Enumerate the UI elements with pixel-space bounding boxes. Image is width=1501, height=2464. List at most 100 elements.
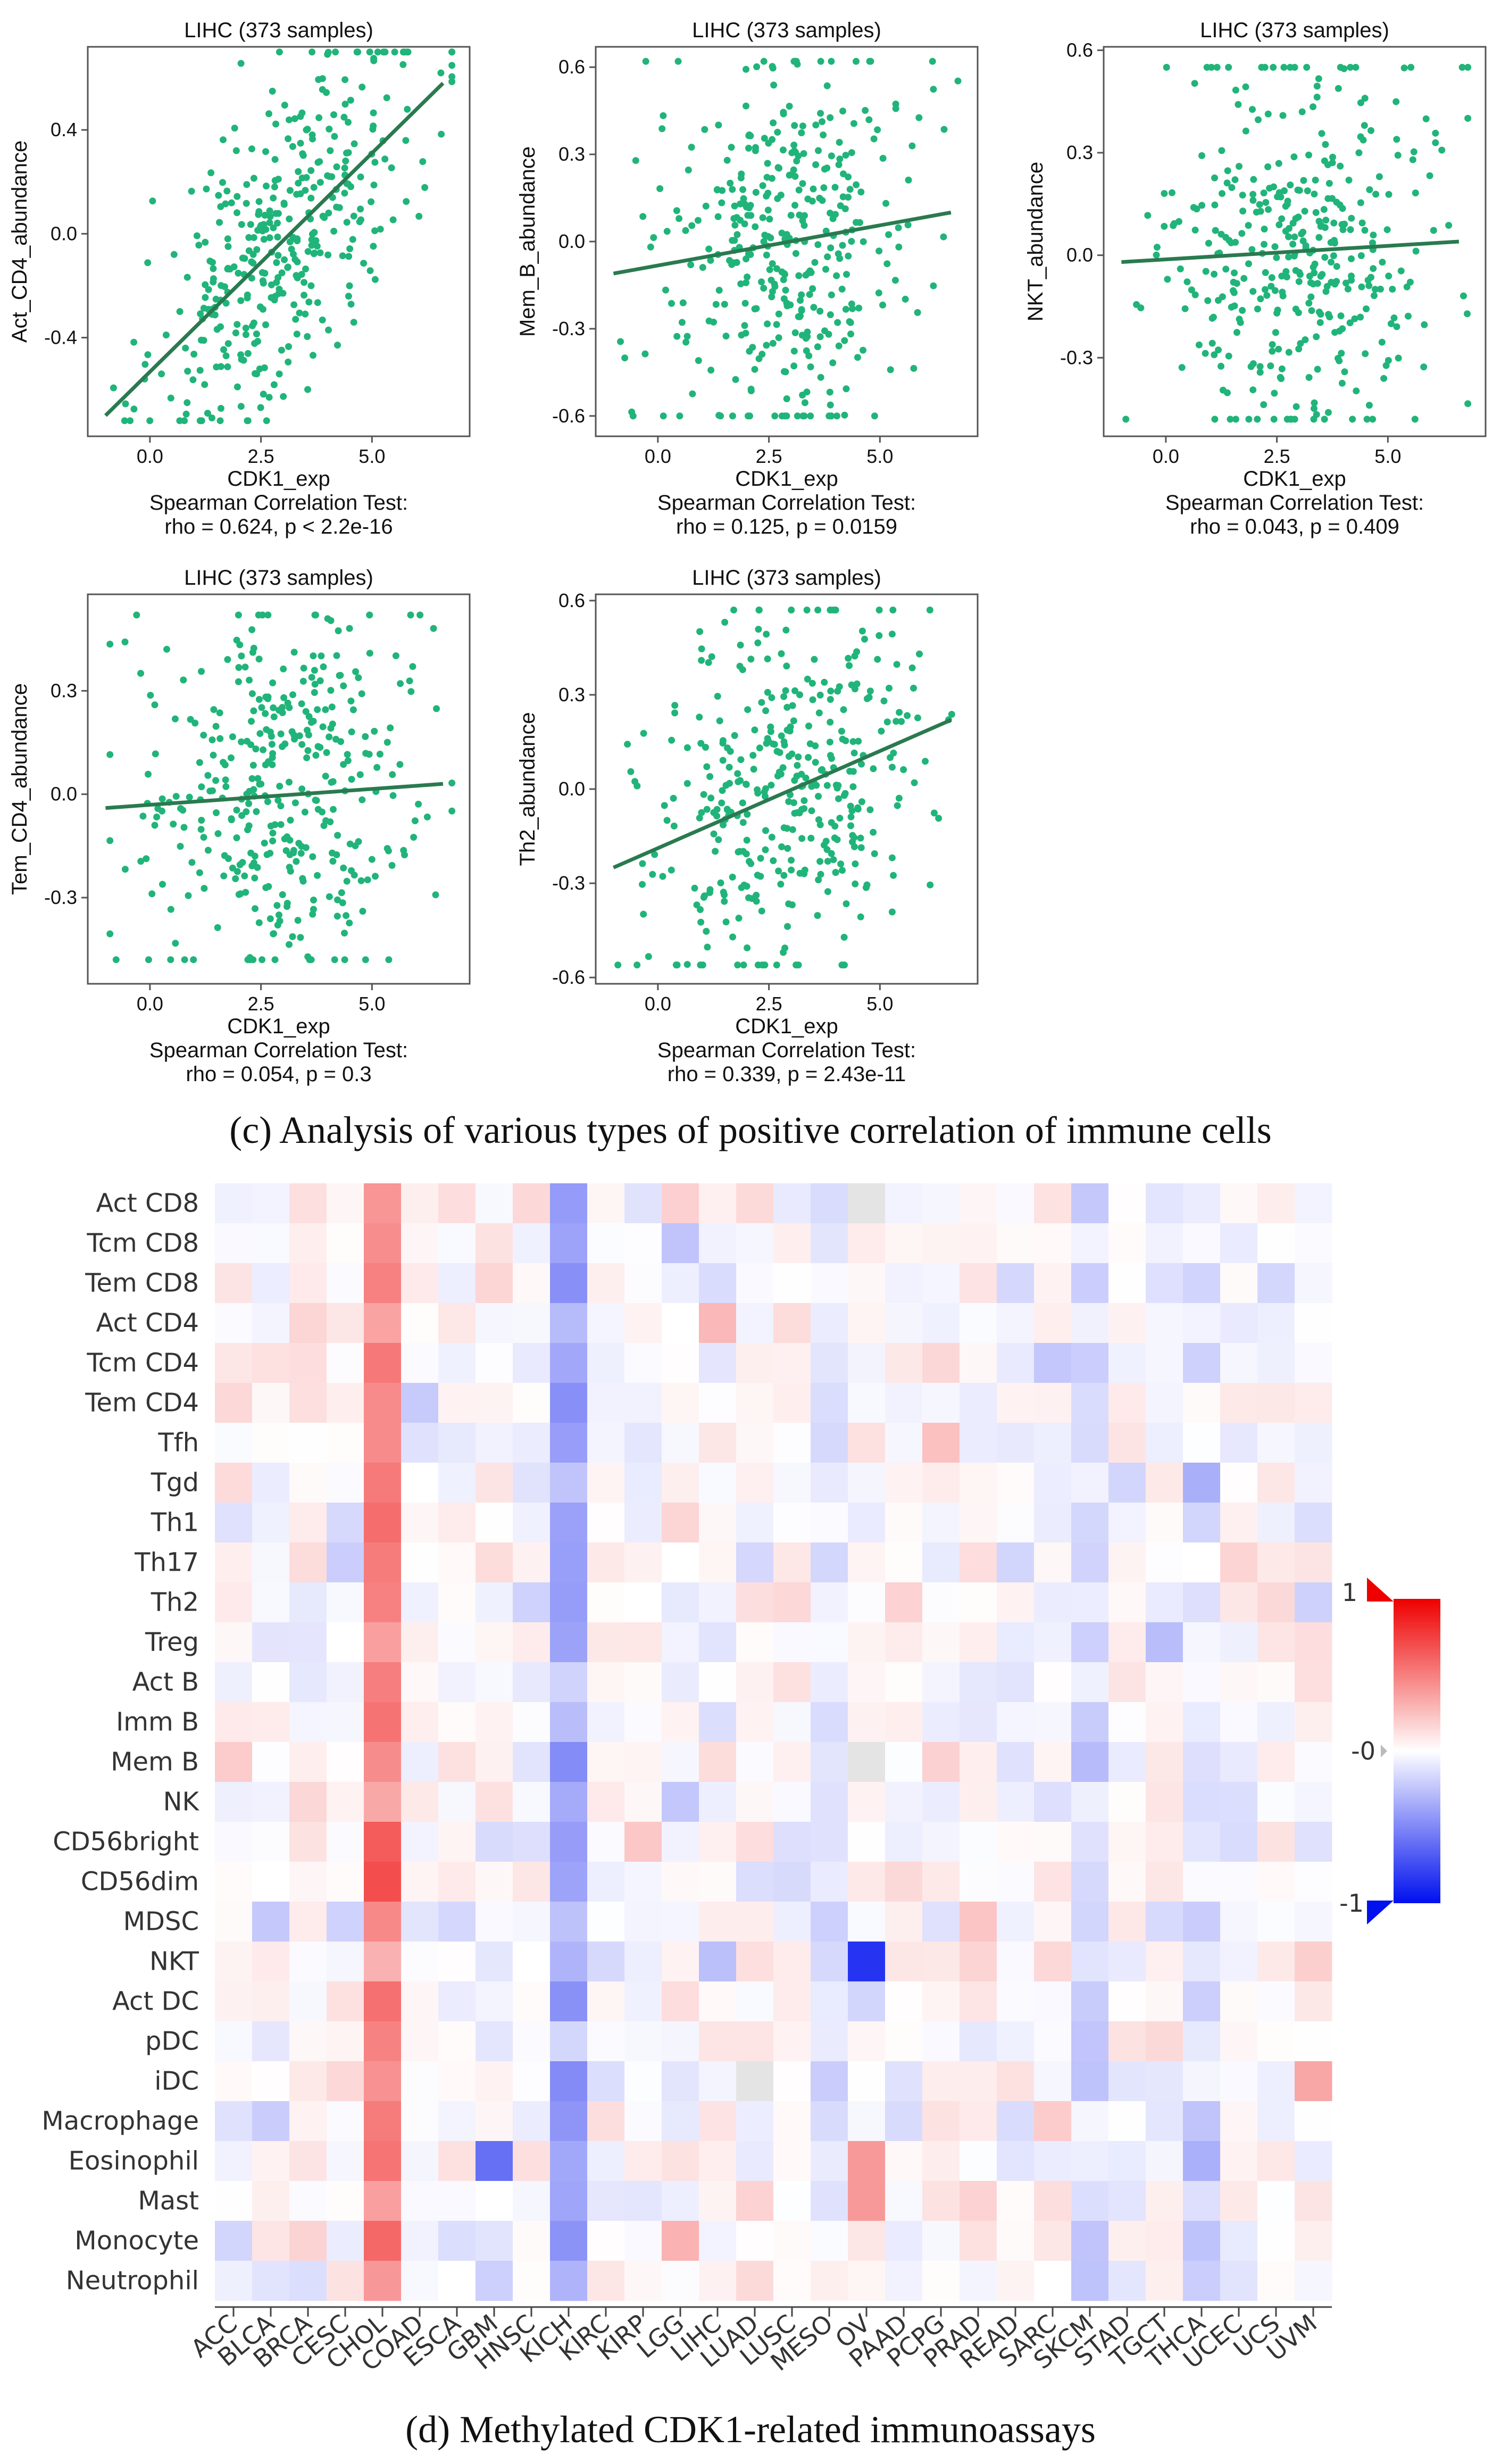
scatter-point [244, 956, 252, 964]
scatter-point [730, 215, 738, 222]
scatter-point [808, 679, 816, 687]
heatmap-cell [476, 1463, 513, 1503]
scatter-point [830, 856, 837, 864]
scatter-point [805, 754, 812, 761]
scatter-point [1345, 177, 1353, 184]
heatmap-cell [1257, 1942, 1295, 1982]
scatter-point [255, 656, 263, 663]
heatmap-cell [699, 1183, 737, 1224]
heatmap-cell [513, 1303, 551, 1343]
heatmap-row-label: Monocyte [74, 2226, 199, 2256]
heatmap-cell [476, 2261, 513, 2301]
scatter-point [817, 374, 824, 381]
scatter-point [1331, 280, 1339, 288]
scatter-point [703, 927, 710, 935]
scatter-point [190, 956, 197, 964]
scatter-point [1289, 240, 1297, 248]
scatter-point [1153, 251, 1160, 259]
heatmap-cell [587, 1782, 625, 1822]
regression-line [612, 718, 952, 869]
scatter-point [372, 873, 379, 880]
scatter-point [816, 858, 824, 865]
heatmap-row-label: NK [163, 1787, 200, 1817]
heatmap-cell [364, 1183, 402, 1224]
scatter-point [130, 338, 138, 346]
scatter-point [362, 956, 369, 964]
scatter-point [1247, 363, 1255, 370]
heatmap-cell [1108, 1503, 1146, 1543]
heatmap-cell [736, 1383, 774, 1423]
heatmap-cell [1071, 1822, 1109, 1862]
scatter-point [703, 763, 711, 770]
heatmap-cell [401, 2061, 439, 2102]
scatter-point [1371, 286, 1379, 293]
heatmap-cell [1034, 1582, 1072, 1623]
heatmap-cell [624, 1742, 662, 1782]
heatmap-cell [1257, 1542, 1295, 1583]
scatter-point [683, 780, 691, 787]
heatmap-cell [327, 2101, 364, 2142]
scatter-point [712, 301, 720, 308]
scatter-point [738, 170, 745, 178]
scatter-point [231, 125, 238, 132]
scatter-point [853, 57, 860, 65]
scatter-point [757, 873, 764, 880]
heatmap-cell [438, 1463, 476, 1503]
scatter-point [182, 344, 189, 352]
scatter-point [902, 295, 909, 303]
heatmap-cell [327, 1183, 364, 1224]
scatter-point [916, 650, 923, 658]
heatmap-cell [327, 1822, 364, 1862]
scatter-point [791, 202, 798, 209]
scatter-point [770, 119, 777, 127]
scatter-point [1249, 386, 1257, 394]
heatmap-cell [401, 1303, 439, 1343]
scatter-point [149, 197, 156, 205]
scatter-point [278, 269, 286, 277]
scatter-point [843, 900, 850, 908]
heatmap-cell [364, 2181, 402, 2221]
scatter-point [198, 417, 205, 425]
heatmap-cell [1257, 1742, 1295, 1782]
heatmap-row-label: Act DC [112, 1987, 199, 2017]
heatmap-cell [252, 1343, 290, 1383]
scatter-point [274, 176, 282, 183]
heatmap-cell [811, 2141, 848, 2181]
scatter-point [255, 208, 263, 215]
heatmap-cell [848, 2101, 886, 2142]
heatmap-cell [736, 2061, 774, 2102]
scatter-point [773, 321, 780, 328]
scatter-point [1122, 416, 1130, 423]
scatter-point [1383, 226, 1391, 234]
scatter-point [185, 892, 192, 899]
scatter-point [217, 363, 224, 370]
heatmap-cell [1034, 1822, 1072, 1862]
scatter-point [261, 212, 269, 219]
scatter-point [326, 126, 333, 133]
scatter-point [216, 709, 223, 717]
scatter-point [279, 709, 286, 716]
heatmap-cell [215, 1383, 253, 1423]
heatmap-cell [1220, 1263, 1258, 1304]
heatmap-cell [1295, 1662, 1332, 1703]
y-tick-label: -0.6 [552, 966, 585, 988]
scatter-point [879, 301, 886, 309]
scatter-point [1262, 199, 1270, 206]
scatter-point [875, 247, 883, 255]
heatmap-cell [773, 1862, 811, 1902]
heatmap-cell [289, 1662, 327, 1703]
scatter-point [794, 61, 801, 68]
scatter-point [1232, 86, 1239, 94]
heatmap-cell [811, 1902, 848, 1942]
scatter-point [189, 376, 197, 384]
heatmap-cell [289, 2181, 327, 2221]
heatmap-cell [401, 1582, 439, 1623]
heatmap-cell [364, 1742, 402, 1782]
heatmap-row-label: Mem B [111, 1747, 199, 1777]
scatter-point [213, 809, 220, 816]
heatmap-cell [1257, 1981, 1295, 2022]
scatter-point [852, 880, 859, 887]
y-tick-label: -0.3 [44, 886, 77, 908]
heatmap-cell [885, 1183, 923, 1224]
scatter-point [768, 293, 775, 301]
